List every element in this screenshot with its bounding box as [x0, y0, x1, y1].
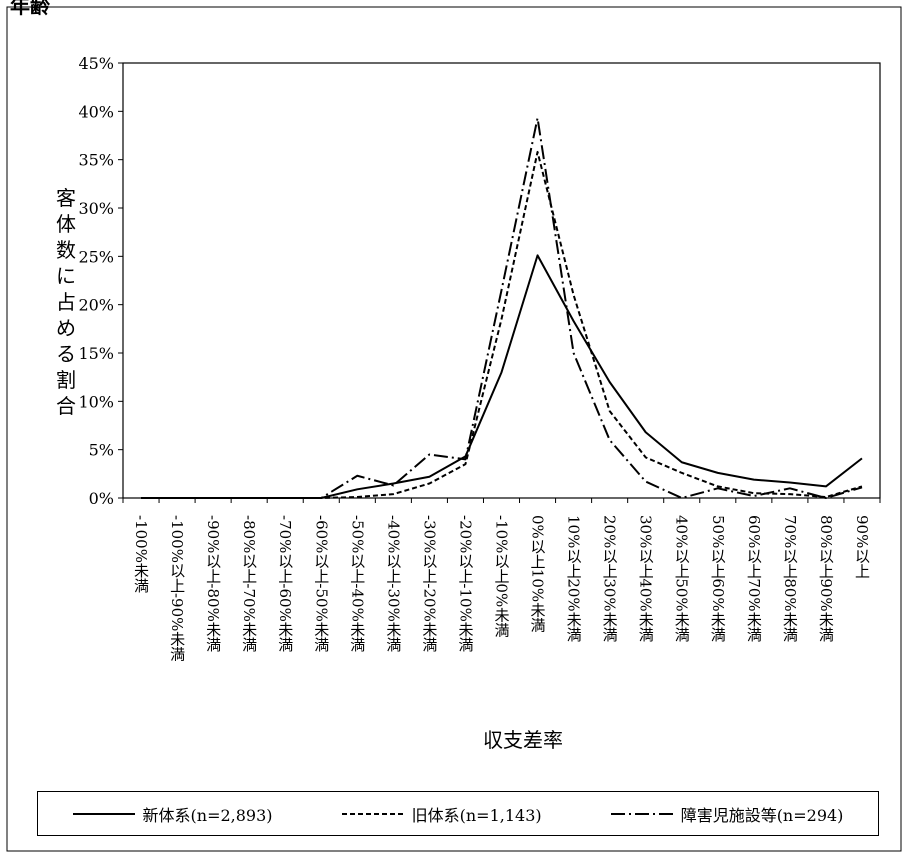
series-lines	[141, 117, 863, 499]
y-tick-label: 20%	[78, 296, 114, 315]
x-tick-label: -90%以上-80%未満	[204, 515, 222, 652]
legend-line-solid-icon	[72, 812, 135, 815]
legend: 新体系(n=2,893) 旧体系(n=1,143) 障害児施設等(n=294)	[37, 791, 879, 836]
plot-area	[122, 62, 881, 499]
y-axis-label-char: 客	[56, 186, 76, 210]
x-tick-label: 0%以上10%未満	[529, 515, 547, 632]
x-tick-label: 60%以上70%未満	[745, 515, 763, 642]
x-tick-label: -30%以上-20%未満	[420, 515, 438, 652]
y-axis-label-char: 割	[56, 368, 76, 392]
y-tick-label: 25%	[78, 247, 114, 266]
x-tick-label: 70%以上80%未満	[781, 515, 799, 642]
series-line-1	[141, 150, 863, 499]
x-tick-label: 30%以上40%未満	[637, 515, 655, 642]
x-tick-label: 40%以上50%未満	[673, 515, 691, 642]
legend-line-dashed-icon	[341, 812, 404, 815]
y-axis-label-char: 体	[56, 212, 76, 236]
x-tick-label: -40%以上-30%未満	[384, 515, 402, 652]
y-tick-label: 40%	[78, 102, 114, 121]
legend-label: 障害児施設等(n=294)	[680, 805, 844, 825]
y-tick-label: 15%	[78, 344, 114, 363]
outer-border	[6, 6, 902, 852]
y-axis-label-char: め	[56, 316, 76, 340]
legend-label: 新体系(n=2,893)	[142, 805, 273, 825]
y-axis-label-char: 合	[56, 394, 76, 418]
y-tick-label: 45%	[78, 54, 114, 73]
y-tick-label: 30%	[78, 199, 114, 218]
y-axis-label-char: 占	[56, 290, 76, 314]
legend-item-disabled-child-facility: 障害児施設等(n=294)	[610, 802, 844, 826]
x-tick-label: 50%以上60%未満	[709, 515, 727, 642]
y-tick-label: 10%	[78, 392, 114, 411]
y-axis-label-char: る	[56, 342, 76, 366]
x-tick-label: 90%以上	[853, 515, 871, 578]
legend-line-dash-dot-icon	[610, 812, 673, 815]
series-line-2	[141, 117, 863, 499]
x-tick-label: -100%未満	[132, 515, 150, 593]
x-tick-label: -20%以上-10%未満	[456, 515, 474, 652]
y-axis: 0% 5% 10% 15% 20% 25% 30% 35% 40% 45%	[78, 54, 123, 508]
x-tick-label: 20%以上30%未満	[601, 515, 619, 642]
page-title-fragment: 年齢	[10, 0, 50, 18]
y-axis-label-char: に	[56, 264, 76, 288]
x-tick-label: 10%以上20%未満	[565, 515, 583, 642]
x-tick-label: -70%以上-60%未満	[276, 515, 294, 652]
x-tick-label: -80%以上-70%未満	[240, 515, 258, 652]
x-tick-label: 80%以上90%未満	[817, 515, 835, 642]
y-axis-label-char: 数	[56, 238, 76, 262]
x-axis: -100%未満 -100%以上-90%未満 -90%以上-80%未満 -80%以上-7…	[122, 498, 881, 662]
x-tick-label: -100%以上-90%未満	[168, 515, 186, 662]
x-axis-label: 収支差率	[483, 728, 563, 752]
legend-item-new-system: 新体系(n=2,893)	[72, 802, 273, 826]
legend-label: 旧体系(n=1,143)	[411, 805, 542, 825]
y-tick-label: 5%	[89, 441, 114, 460]
x-tick-label: -50%以上-40%未満	[348, 515, 366, 652]
x-tick-label: -60%以上-50%未満	[312, 515, 330, 652]
y-tick-label: 35%	[78, 151, 114, 170]
x-tick-label: -10%以上0%未満	[493, 515, 511, 637]
legend-item-old-system: 旧体系(n=1,143)	[341, 802, 542, 826]
y-tick-label: 0%	[89, 489, 114, 508]
